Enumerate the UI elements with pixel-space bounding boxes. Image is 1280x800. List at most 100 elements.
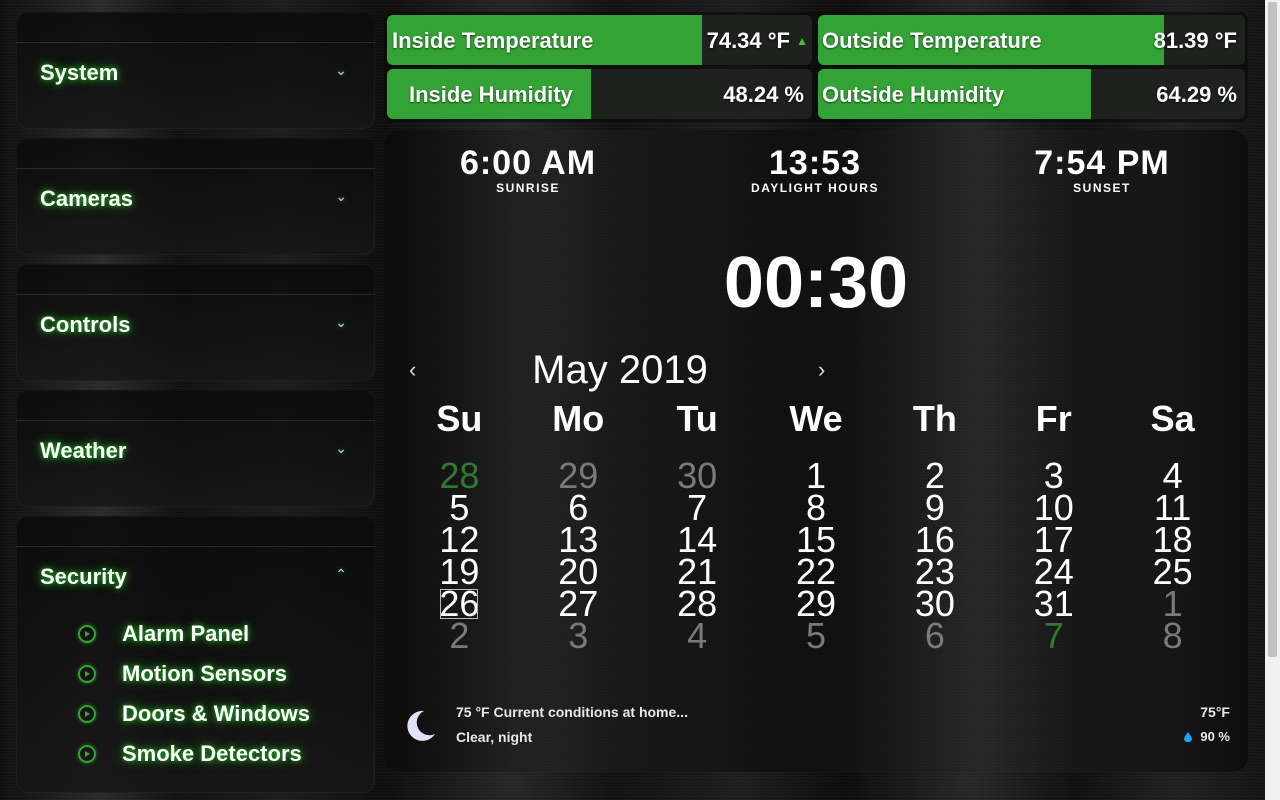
weekday-label: Sa [1150, 398, 1195, 439]
weather-temperature: 75°F [1200, 704, 1230, 720]
calendar-day[interactable]: 23 [914, 551, 955, 592]
sidebar-section-title: System [40, 60, 119, 85]
calendar-day[interactable]: 14 [677, 519, 718, 560]
menu-item-motion-sensors[interactable]: Motion Sensors [78, 654, 310, 694]
sensor-value: 74.34 °F [706, 28, 790, 53]
calendar-day[interactable]: 10 [1033, 487, 1074, 528]
calendar-day[interactable]: 7 [687, 487, 708, 528]
sidebar-section-title: Cameras [40, 186, 133, 211]
calendar-day[interactable]: 29 [558, 455, 599, 496]
calendar-month-label[interactable]: May 2019 [532, 348, 708, 392]
calendar-day[interactable]: 18 [1152, 519, 1193, 560]
calendar-next-button[interactable]: › [818, 357, 826, 382]
calendar-day[interactable]: 4 [687, 615, 708, 656]
calendar-day[interactable]: 15 [795, 519, 837, 560]
calendar-day[interactable]: 2 [449, 615, 470, 656]
calendar-day[interactable]: 2 [924, 455, 945, 496]
sensor-outside-humidity[interactable]: Outside Humidity 64.29 % [818, 69, 1245, 119]
calendar-day[interactable]: 28 [439, 455, 480, 496]
calendar-day[interactable]: 28 [677, 583, 718, 624]
menu-item-label: Motion Sensors [122, 661, 288, 686]
sensor-outside-temperature[interactable]: Outside Temperature 81.39 °F [818, 15, 1245, 65]
calendar-day[interactable]: 27 [558, 583, 599, 624]
calendar-day[interactable]: 1 [1162, 583, 1183, 624]
calendar-day[interactable]: 12 [439, 519, 480, 560]
calendar-day[interactable]: 11 [1153, 487, 1192, 528]
sidebar-section-cameras[interactable]: Cameras ⌄ [16, 138, 375, 255]
calendar-day[interactable]: 8 [805, 487, 827, 528]
calendar-day[interactable]: 31 [1033, 583, 1074, 624]
calendar-day[interactable]: 25 [1152, 551, 1193, 592]
chevron-down-icon[interactable]: ⌄ [335, 440, 347, 456]
sunrise-block: 6:00 AM SUNRISE [418, 144, 638, 195]
sunrise-time: 6:00 AM [459, 144, 597, 182]
chevron-down-icon[interactable]: ⌄ [335, 314, 347, 330]
sidebar-section-security[interactable]: Security ⌃ Alarm Panel Motion Sensors Do… [16, 516, 375, 793]
daylight-block: 13:53 DAYLIGHT HOURS [705, 144, 925, 195]
calendar-day[interactable]: 16 [914, 519, 955, 560]
calendar-day[interactable]: 9 [924, 487, 945, 528]
calendar-day[interactable]: 1 [805, 455, 827, 496]
sensor-label: Outside Humidity [822, 82, 1005, 107]
menu-item-smoke-detectors[interactable]: Smoke Detectors [78, 734, 310, 774]
calendar-day[interactable]: 7 [1043, 615, 1064, 656]
calendar-week: 2 3 4 5 6 7 8 [400, 615, 1232, 656]
weather-bar[interactable]: 75 °F Current conditions at home... Clea… [398, 692, 1234, 762]
calendar-prev-button[interactable]: ‹ [409, 357, 417, 382]
calendar-day[interactable]: 17 [1033, 519, 1074, 560]
weekday-label: Fr [1035, 398, 1072, 439]
weather-humidity: 90 % [1184, 729, 1230, 744]
calendar-weekday-header: Su Mo Tu We Th Fr Sa [400, 398, 1232, 440]
calendar-day[interactable]: 21 [677, 551, 718, 592]
calendar-day[interactable]: 24 [1033, 551, 1074, 592]
chevron-down-icon[interactable]: ⌄ [335, 62, 347, 78]
sensor-value: 64.29 % [1156, 82, 1237, 107]
sensor-panel: Inside Temperature 74.34 °F ▲ Outside Te… [384, 12, 1248, 122]
sidebar-section-system[interactable]: System ⌄ [16, 12, 375, 129]
sidebar-section-weather[interactable]: Weather ⌄ [16, 390, 375, 507]
calendar-day[interactable]: 20 [558, 551, 599, 592]
calendar-day[interactable]: 5 [449, 487, 470, 528]
sunset-block: 7:54 PM SUNSET [992, 144, 1212, 195]
chevron-down-icon[interactable]: ⌄ [335, 188, 347, 204]
clock: 00:30 [723, 243, 909, 323]
calendar-day[interactable]: 22 [795, 551, 837, 592]
calendar-day[interactable]: 8 [1162, 615, 1183, 656]
divider [16, 420, 375, 421]
calendar-day[interactable]: 3 [1043, 455, 1064, 496]
calendar-day[interactable]: 29 [795, 583, 837, 624]
calendar-day[interactable]: 6 [568, 487, 589, 528]
calendar-day[interactable]: 30 [914, 583, 955, 624]
play-circle-icon [78, 625, 96, 643]
weekday-label: Mo [552, 398, 605, 439]
menu-item-alarm-panel[interactable]: Alarm Panel [78, 614, 310, 654]
security-menu: Alarm Panel Motion Sensors Doors & Windo… [78, 614, 310, 774]
weekday-label: Th [912, 398, 957, 439]
calendar-day[interactable]: 19 [439, 551, 480, 592]
sensor-fill [387, 15, 702, 65]
sensor-inside-temperature[interactable]: Inside Temperature 74.34 °F ▲ [387, 15, 812, 65]
sensor-inside-humidity[interactable]: Inside Humidity 48.24 % [387, 69, 812, 119]
chevron-up-icon[interactable]: ⌃ [335, 566, 347, 582]
moon-icon [407, 710, 435, 741]
calendar-week: 19 20 21 22 23 24 25 [400, 551, 1232, 592]
main-panel: 6:00 AM SUNRISE 13:53 DAYLIGHT HOURS 7:5… [384, 130, 1248, 772]
calendar-day[interactable]: 30 [677, 455, 718, 496]
scrollbar[interactable] [1265, 0, 1280, 800]
calendar-day-today[interactable]: 26 [400, 583, 519, 624]
calendar-day[interactable]: 5 [805, 615, 827, 656]
sensor-fill [818, 15, 1164, 65]
calendar-day[interactable]: 4 [1162, 455, 1183, 496]
menu-item-label: Alarm Panel [122, 621, 250, 646]
daylight-hours: 13:53 [769, 144, 861, 182]
calendar-day[interactable]: 3 [568, 615, 589, 656]
sidebar-section-title: Weather [40, 438, 127, 463]
sunset-label: SUNSET [1073, 181, 1131, 195]
calendar-day[interactable]: 6 [924, 615, 945, 656]
sidebar-section-controls[interactable]: Controls ⌄ [16, 264, 375, 381]
today-marker: 26 [439, 583, 480, 624]
calendar-day[interactable]: 13 [558, 519, 599, 560]
scrollbar-thumb[interactable] [1268, 2, 1277, 657]
sensor-label: Inside Humidity [409, 82, 573, 107]
menu-item-doors-windows[interactable]: Doors & Windows [78, 694, 310, 734]
